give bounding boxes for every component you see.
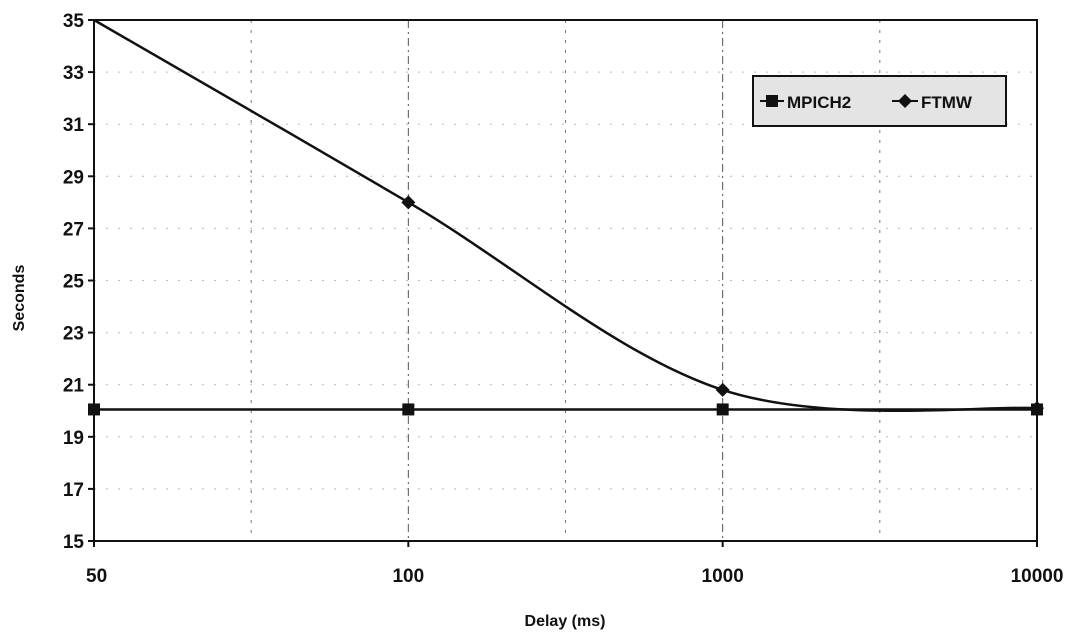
legend-label-mpich2: MPICH2 xyxy=(787,93,851,112)
data-point-ftmw xyxy=(401,195,416,210)
data-point-mpich2 xyxy=(716,403,729,416)
x-tick-label: 100 xyxy=(392,566,424,587)
x-axis-ticks: 50 100 1000 10000 xyxy=(86,541,1063,587)
y-tick-label: 21 xyxy=(63,376,85,397)
x-tick-label: 50 xyxy=(86,566,107,587)
legend-marker-ftmw xyxy=(898,94,912,108)
y-axis-title: Seconds xyxy=(11,265,28,332)
y-tick-label: 23 xyxy=(63,324,84,345)
data-point-mpich2 xyxy=(402,403,415,416)
series xyxy=(88,18,1044,416)
y-tick-label: 35 xyxy=(63,11,85,32)
legend-label-ftmw: FTMW xyxy=(921,93,973,112)
data-point-ftmw xyxy=(715,382,730,397)
y-tick-label: 19 xyxy=(63,428,84,449)
y-tick-label: 29 xyxy=(63,167,84,188)
y-tick-label: 25 xyxy=(63,272,85,293)
data-point-mpich2 xyxy=(88,403,100,416)
y-axis-ticks: 15 17 19 21 23 25 27 29 31 33 35 xyxy=(63,11,94,553)
legend: MPICH2 FTMW xyxy=(752,75,1007,127)
series-line-ftmw xyxy=(93,18,1038,412)
y-tick-label: 17 xyxy=(63,480,84,501)
x-tick-label: 1000 xyxy=(702,566,744,587)
grid xyxy=(94,20,1037,541)
y-tick-label: 31 xyxy=(63,115,85,136)
data-point-ftmw xyxy=(1030,401,1044,416)
x-tick-label: 10000 xyxy=(1011,566,1064,587)
y-tick-label: 27 xyxy=(63,219,84,240)
x-axis-title: Delay (ms) xyxy=(525,613,606,630)
legend-box xyxy=(752,75,1007,127)
y-tick-label: 33 xyxy=(63,63,84,84)
y-tick-label: 15 xyxy=(63,532,85,553)
